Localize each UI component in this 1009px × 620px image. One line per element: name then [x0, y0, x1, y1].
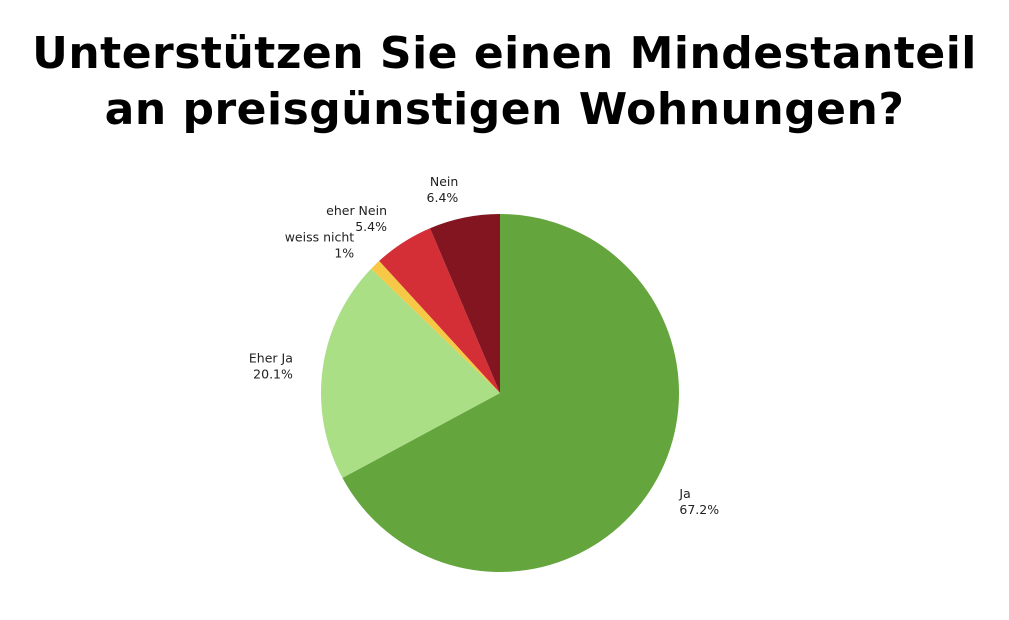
chart-title: Unterstützen Sie einen Mindestanteil an … — [0, 26, 1009, 138]
pie-slice-nein — [430, 214, 500, 393]
pie-slices — [321, 214, 680, 572]
pie-value-label-eher-nein: 5.4% — [355, 219, 387, 234]
pie-value-label-weiss-nicht: 1% — [334, 245, 354, 260]
pie-label-eher-ja: Eher Ja — [249, 351, 293, 366]
pie-slice-eher-nein — [379, 228, 500, 393]
chart-title-line-1: Unterstützen Sie einen Mindestanteil — [32, 28, 977, 79]
chart-title-line-2: an preisgünstigen Wohnungen? — [104, 84, 905, 135]
pie-value-label-ja: 67.2% — [679, 502, 719, 517]
pie-label-eher-nein: eher Nein — [326, 203, 387, 218]
pie-value-label-nein: 6.4% — [427, 190, 459, 205]
pie-label-ja: Ja — [678, 486, 690, 501]
pie-label-nein: Nein — [430, 174, 458, 189]
pie-slice-ja — [342, 214, 680, 572]
pie-slice-weiss-nicht — [371, 260, 500, 393]
pie-value-label-eher-ja: 20.1% — [253, 367, 293, 382]
pie-label-weiss-nicht: weiss nicht — [285, 229, 355, 244]
pie-slice-eher-ja — [321, 268, 500, 478]
